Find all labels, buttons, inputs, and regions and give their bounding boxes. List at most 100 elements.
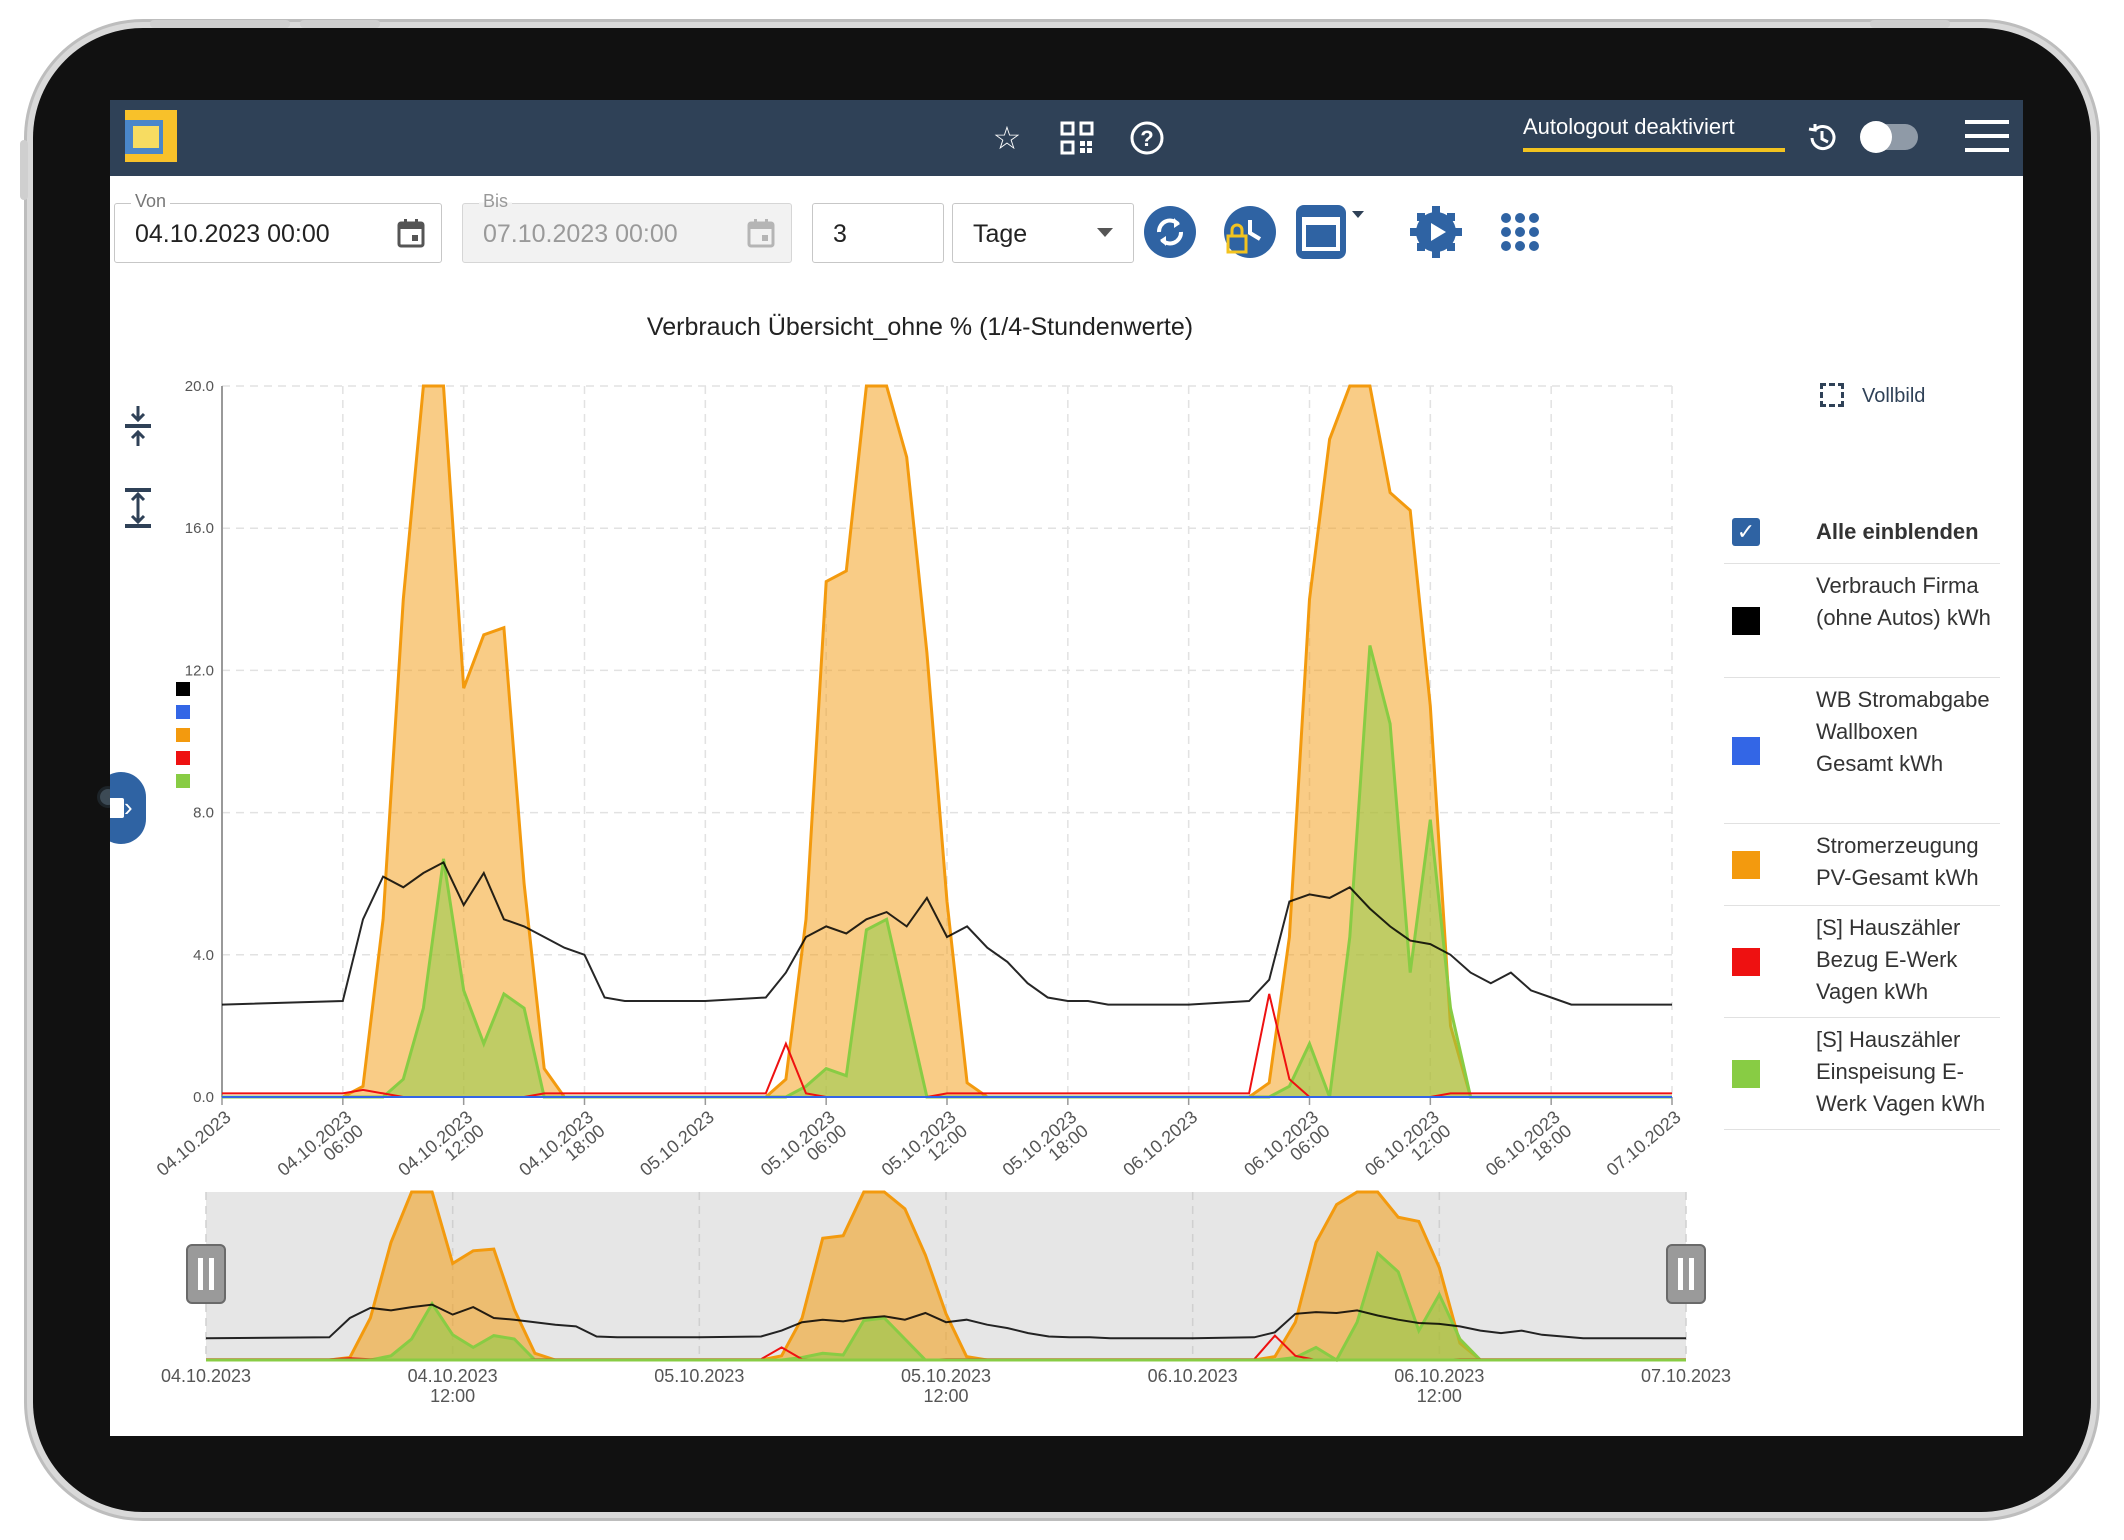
gear-play-icon [1410, 206, 1462, 258]
settings-play-button[interactable] [1408, 204, 1464, 260]
menu-icon[interactable] [1965, 120, 2009, 154]
calendar-icon-large [1296, 205, 1364, 259]
compress-y-icon[interactable] [123, 404, 153, 456]
navigator-area [206, 1253, 1686, 1360]
from-date-field[interactable]: Von 04.10.2023 00:00 [114, 191, 442, 263]
checkbox-checked-icon[interactable]: ✓ [1732, 518, 1760, 546]
chevron-down-icon [1097, 228, 1113, 237]
legend-show-all[interactable]: ✓ Alle einblenden [1724, 504, 2000, 564]
unit-value: Tage [973, 220, 1028, 248]
main-chart[interactable]: 0.0 4.0 8.0 12.0 16.0 20.0 04.10.2023 04.10.202… [110, 100, 2023, 1436]
expand-y-icon[interactable] [123, 486, 153, 538]
calendar-disabled-icon [747, 219, 775, 248]
count-value: 3 [833, 220, 847, 248]
fullscreen-icon [1820, 383, 1844, 407]
svg-text:?: ? [1140, 126, 1153, 151]
chart-title: Verbrauch Übersicht_ohne % (1/4-Stundenw… [646, 313, 1194, 341]
navigator-tick-label: 06.10.2023 [1148, 1366, 1238, 1386]
from-label: Von [131, 191, 171, 212]
legend-swatch [1732, 607, 1760, 635]
navigator-tick-label: 06.10.2023 [1394, 1366, 1484, 1386]
navigator-tick-label: 05.10.2023 [654, 1366, 744, 1386]
legend-label: [S] Hauszähler Bezug E-Werk Vagen kWh [1816, 915, 1961, 1004]
autologout-underline [1523, 148, 1785, 152]
mini-series-legend [176, 682, 190, 797]
navigator-area [206, 1192, 1686, 1360]
unit-select[interactable]: Tage [952, 203, 1134, 263]
navigator-tick-label: 07.10.2023 [1641, 1366, 1731, 1386]
x-tick-label: 04.10.202312:00 [394, 1107, 487, 1194]
series-area [222, 386, 1672, 1097]
legend-label: WB Stromabgabe Wallboxen Gesamt kWh [1816, 687, 1990, 776]
y-tick-label: 12.0 [185, 662, 214, 679]
calendar-icon[interactable] [397, 218, 425, 248]
refresh-button[interactable] [1144, 206, 1196, 258]
x-tick-label: 04.10.2023 [153, 1107, 235, 1180]
x-tick-label: 04.10.202306:00 [274, 1107, 367, 1194]
y-tick-label: 0.0 [193, 1089, 214, 1106]
navigator-right-handle[interactable] [1666, 1244, 1706, 1304]
clock-lock-icon [1226, 220, 1262, 254]
legend-swatch [1732, 948, 1760, 976]
x-tick-label: 04.10.202318:00 [515, 1107, 608, 1194]
apps-grid-button[interactable] [1500, 212, 1540, 252]
series-area [222, 645, 1672, 1097]
navigator-line [205, 1303, 1686, 1340]
autologout-status[interactable]: Autologout deaktiviert [1523, 114, 1735, 139]
help-icon[interactable]: ? [1127, 118, 1167, 158]
x-tick-label: 05.10.202306:00 [757, 1107, 850, 1194]
x-tick-label: 06.10.202312:00 [1361, 1107, 1454, 1194]
x-tick-label: 06.10.202306:00 [1240, 1107, 1333, 1194]
x-tick-label: 05.10.2023 [636, 1107, 718, 1180]
history-icon[interactable] [1802, 118, 1842, 158]
top-button [1870, 20, 1950, 28]
y-tick-label: 4.0 [193, 947, 214, 964]
legend-label: [S] Hauszähler Einspeisung E-Werk Vagen … [1816, 1027, 1986, 1116]
app-logo[interactable] [125, 110, 177, 162]
legend-swatch [1732, 851, 1760, 879]
navigator-tick-label: 04.10.2023 [161, 1366, 251, 1386]
count-input[interactable]: 3 [812, 203, 944, 263]
legend-swatch [1732, 737, 1760, 765]
y-tick-label: 16.0 [185, 520, 214, 537]
from-value: 04.10.2023 00:00 [135, 220, 330, 248]
calendar-menu-button[interactable] [1294, 203, 1364, 261]
x-tick-label: 06.10.202318:00 [1482, 1107, 1575, 1194]
x-tick-label: 05.10.202312:00 [878, 1107, 971, 1194]
legend-item[interactable]: WB Stromabgabe Wallboxen Gesamt kWh [1724, 678, 2000, 824]
fullscreen-link[interactable]: Vollbild [1820, 383, 1926, 408]
legend-label: Stromerzeugung PV-Gesamt kWh [1816, 833, 1979, 890]
legend-item[interactable]: [S] Hauszähler Bezug E-Werk Vagen kWh [1724, 906, 2000, 1018]
x-tick-label: 06.10.2023 [1119, 1107, 1201, 1180]
y-tick-label: 20.0 [185, 378, 214, 395]
show-all-label: Alle einblenden [1816, 519, 1979, 544]
side-drawer-handle[interactable]: › [110, 772, 146, 844]
navigator-tick-time: 12:00 [430, 1386, 475, 1406]
series-line [221, 861, 1672, 1006]
y-tick-label: 8.0 [193, 805, 214, 822]
refresh-icon [1157, 218, 1183, 246]
navigator-tick-time: 12:00 [923, 1386, 968, 1406]
to-label: Bis [479, 191, 513, 212]
fullscreen-label: Vollbild [1862, 385, 1926, 407]
legend-item[interactable]: Stromerzeugung PV-Gesamt kWh [1724, 824, 2000, 906]
qr-code-icon[interactable] [1057, 118, 1097, 158]
autologout-toggle[interactable] [1860, 121, 1918, 153]
star-icon[interactable]: ☆ [992, 120, 1022, 156]
chart-legend: ✓ Alle einblenden Verbrauch Firma (ohne … [1724, 504, 2000, 1130]
time-lock-button[interactable] [1224, 206, 1276, 258]
power-button-2 [300, 20, 380, 28]
to-date-field: Bis 07.10.2023 00:00 [462, 191, 792, 263]
legend-swatch [1732, 1060, 1760, 1088]
navigator-left-handle[interactable] [186, 1244, 226, 1304]
x-tick-label: 05.10.202318:00 [999, 1107, 1092, 1194]
navigator-tick-label: 05.10.2023 [901, 1366, 991, 1386]
navigator-tick-label: 04.10.2023 [408, 1366, 498, 1386]
to-value: 07.10.2023 00:00 [483, 220, 678, 248]
top-navigation-bar: ☆ ? Autologout deaktiviert [110, 100, 2023, 176]
legend-item[interactable]: Verbrauch Firma (ohne Autos) kWh [1724, 564, 2000, 678]
legend-item[interactable]: [S] Hauszähler Einspeisung E-Werk Vagen … [1724, 1018, 2000, 1130]
grid-dots-icon [1501, 213, 1539, 251]
app-screen: ☆ ? Autologout deaktiviert Von 04.10.202… [110, 100, 2023, 1436]
x-tick-label: 07.10.2023 [1603, 1107, 1685, 1180]
